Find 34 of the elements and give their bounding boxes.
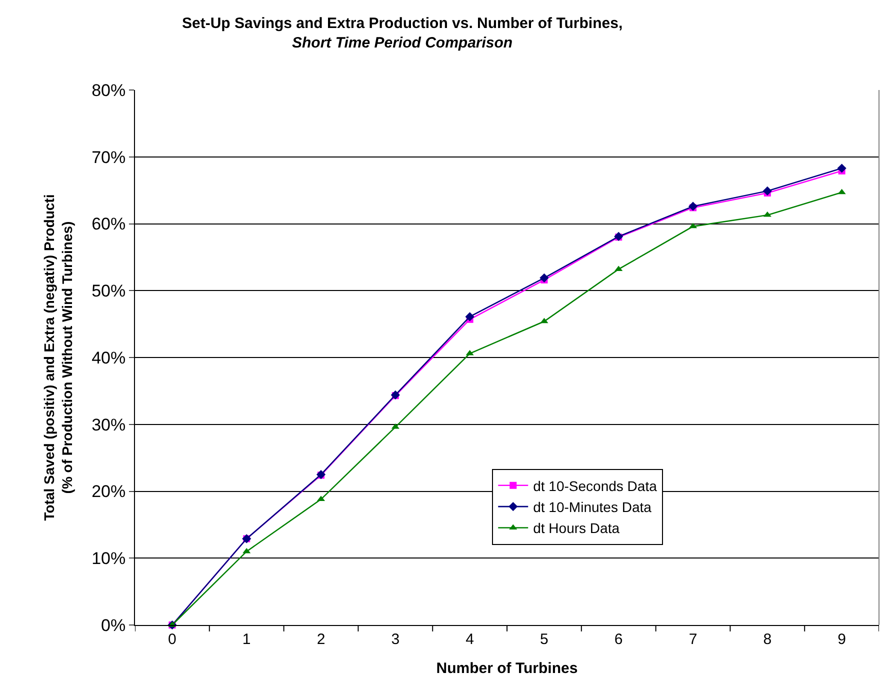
legend-label: dt Hours Data: [533, 520, 620, 536]
x-tick-label: 5: [540, 631, 548, 648]
x-tick-label: 8: [763, 631, 772, 648]
x-tick-label: 2: [316, 631, 326, 648]
x-tick-label: 0: [168, 631, 176, 648]
x-tick-label: 4: [466, 631, 474, 648]
point: [242, 548, 251, 554]
y-tick-label: 20%: [92, 482, 126, 502]
x-tick-label: 3: [391, 631, 400, 648]
point: [837, 164, 846, 173]
y-tick-label: 30%: [92, 415, 126, 434]
point: [540, 273, 549, 282]
point: [838, 188, 846, 194]
legend-label: dt 10-Minutes Data: [533, 499, 652, 516]
point: [466, 350, 474, 356]
x-axis-title: Number of Turbines: [436, 660, 578, 677]
x-tick-label: 9: [838, 631, 846, 648]
y-axis-title: Total Saved (positiv) and Extra (negativ) Producti (% of Production Without Wind Turbines): [40, 194, 76, 521]
x-tick-label: 6: [614, 631, 623, 648]
point: [540, 318, 548, 324]
point: [688, 202, 698, 211]
legend-label: dt 10-Seconds Data: [533, 478, 658, 494]
y-tick-label: 80%: [92, 80, 126, 100]
y-tick-label: 10%: [92, 549, 126, 568]
y-tick-label: 0%: [101, 616, 126, 635]
y-tick-label: 60%: [92, 214, 126, 234]
point: [465, 312, 474, 322]
y-tick-label: 70%: [92, 148, 126, 167]
x-tick-label: 1: [242, 631, 251, 648]
chart-title: Set-Up Savings and Extra Production vs. Number of Turbines, Short Time Period Comparison: [182, 14, 623, 52]
y-tick-label: 40%: [92, 348, 126, 368]
y-tick-label: 50%: [92, 282, 126, 301]
point: [762, 186, 772, 196]
x-tick-label: 7: [688, 631, 698, 648]
